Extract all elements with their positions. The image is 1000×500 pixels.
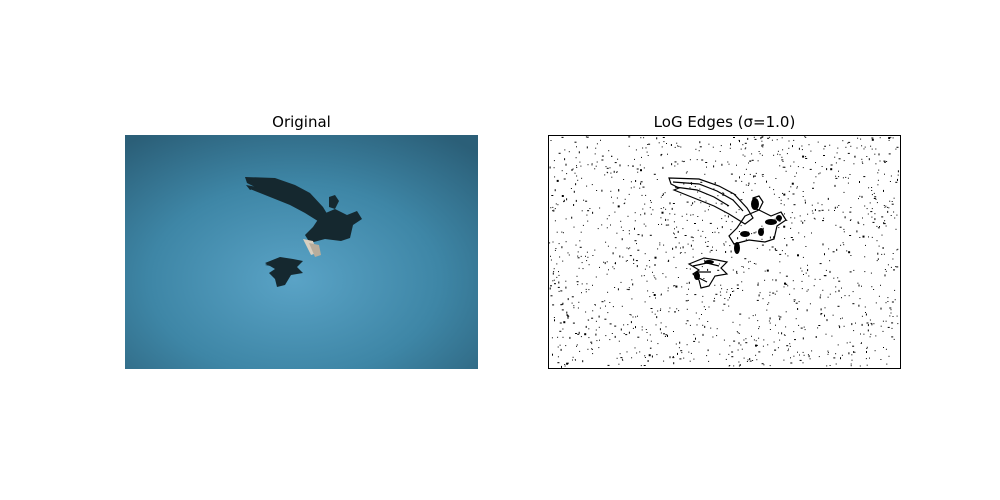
eagle-photo bbox=[125, 135, 478, 369]
edge-noise-speckles bbox=[549, 136, 899, 368]
edges-panel-title: LoG Edges (σ=1.0) bbox=[653, 113, 796, 131]
original-panel-title: Original bbox=[272, 113, 331, 131]
eagle-silhouette bbox=[245, 177, 362, 287]
eagle-edge-blobs bbox=[694, 198, 782, 280]
log-edges-image bbox=[548, 135, 901, 369]
edge-map bbox=[549, 136, 899, 368]
original-image bbox=[125, 135, 478, 369]
